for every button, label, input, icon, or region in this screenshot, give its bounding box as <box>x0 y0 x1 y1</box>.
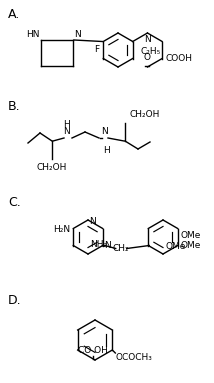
Text: OMe: OMe <box>166 242 186 251</box>
Text: CH₂: CH₂ <box>112 244 129 253</box>
Text: OMe: OMe <box>181 241 201 250</box>
Text: F: F <box>94 46 99 54</box>
Text: N: N <box>104 241 110 250</box>
Text: CH₂OH: CH₂OH <box>130 110 160 119</box>
Text: H: H <box>63 120 69 129</box>
Text: N: N <box>64 127 70 136</box>
Text: N: N <box>74 30 81 39</box>
Text: D.: D. <box>8 294 22 307</box>
Text: H: H <box>103 146 109 155</box>
Text: NH₂: NH₂ <box>90 240 107 249</box>
Text: HN: HN <box>27 30 40 39</box>
Text: COOH: COOH <box>165 54 192 63</box>
Text: C.: C. <box>8 196 21 209</box>
Text: N: N <box>89 216 96 226</box>
Text: CH₂OH: CH₂OH <box>37 163 67 172</box>
Text: OCOCH₃: OCOCH₃ <box>115 353 152 362</box>
Text: N: N <box>102 127 108 136</box>
Text: A.: A. <box>8 8 20 21</box>
Text: H₂N: H₂N <box>53 225 70 234</box>
Text: N: N <box>144 35 151 44</box>
Text: B.: B. <box>8 100 21 113</box>
Text: O: O <box>144 53 151 62</box>
Text: OMe: OMe <box>181 231 201 241</box>
Text: CO OH: CO OH <box>78 346 108 355</box>
Text: C₂H₅: C₂H₅ <box>140 47 160 56</box>
